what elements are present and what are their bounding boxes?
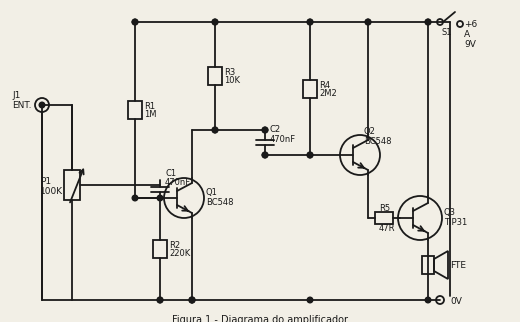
Circle shape: [132, 19, 138, 25]
Text: FTE: FTE: [450, 260, 466, 270]
Text: 10K: 10K: [224, 76, 240, 85]
Text: A: A: [464, 30, 470, 39]
Circle shape: [212, 127, 218, 133]
Circle shape: [307, 297, 313, 303]
Text: 470nF: 470nF: [270, 135, 296, 144]
Circle shape: [262, 127, 268, 133]
Circle shape: [262, 152, 268, 158]
Circle shape: [425, 19, 431, 25]
Bar: [153, 240, 167, 258]
Text: Q2: Q2: [364, 127, 376, 136]
Circle shape: [189, 297, 195, 303]
Text: Q1: Q1: [206, 188, 218, 197]
Circle shape: [157, 195, 163, 201]
Bar: [208, 67, 222, 85]
Circle shape: [132, 195, 138, 201]
Text: R5: R5: [379, 204, 390, 213]
Text: Q3: Q3: [444, 208, 456, 217]
Text: 220K: 220K: [169, 249, 190, 258]
Bar: [128, 101, 142, 119]
Circle shape: [39, 102, 45, 108]
Text: R4: R4: [319, 80, 330, 90]
Text: 2M2: 2M2: [319, 89, 337, 98]
Bar: [422, 256, 434, 274]
Text: R2: R2: [169, 241, 180, 250]
Circle shape: [262, 127, 268, 133]
Circle shape: [212, 19, 218, 25]
Circle shape: [157, 297, 163, 303]
Circle shape: [212, 127, 218, 133]
Circle shape: [307, 19, 313, 25]
Text: P1: P1: [40, 177, 51, 186]
Text: BC548: BC548: [206, 198, 233, 207]
Text: 0V: 0V: [450, 298, 462, 307]
Circle shape: [365, 19, 371, 25]
Circle shape: [425, 19, 431, 25]
Circle shape: [189, 297, 195, 303]
Circle shape: [307, 152, 313, 158]
Text: C1: C1: [165, 169, 176, 178]
Text: J1: J1: [12, 91, 20, 100]
Circle shape: [307, 152, 313, 158]
Text: BC548: BC548: [364, 137, 392, 146]
Text: S1: S1: [442, 28, 452, 37]
Bar: [303, 80, 317, 98]
Text: +6: +6: [464, 20, 477, 29]
Text: R1: R1: [144, 102, 155, 111]
Bar: [64, 170, 80, 200]
Text: Figura 1 - Diagrama do amplificador: Figura 1 - Diagrama do amplificador: [172, 315, 348, 322]
Text: R3: R3: [224, 68, 235, 77]
Text: 470nF: 470nF: [165, 178, 191, 187]
Circle shape: [157, 297, 163, 303]
Text: 100K: 100K: [40, 187, 63, 196]
Circle shape: [132, 19, 138, 25]
Text: C2: C2: [270, 125, 281, 134]
Circle shape: [425, 297, 431, 303]
Text: ENT.: ENT.: [12, 101, 32, 110]
Circle shape: [365, 19, 371, 25]
Text: 47R: 47R: [379, 224, 396, 233]
Text: 1M: 1M: [144, 110, 157, 119]
Bar: [375, 212, 393, 224]
Circle shape: [212, 19, 218, 25]
Text: TIP31: TIP31: [444, 218, 467, 227]
Circle shape: [307, 19, 313, 25]
Circle shape: [189, 297, 195, 303]
Text: 9V: 9V: [464, 40, 476, 49]
Circle shape: [262, 152, 268, 158]
